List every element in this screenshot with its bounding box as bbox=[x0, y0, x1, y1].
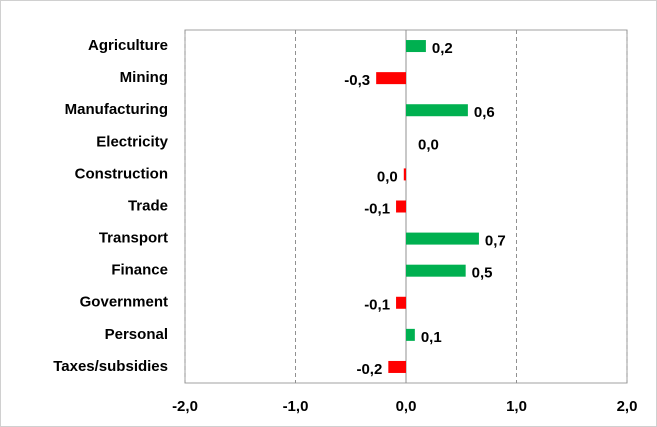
x-tick-label: 1,0 bbox=[506, 398, 527, 415]
x-tick-label: -1,0 bbox=[283, 398, 309, 415]
category-label: Transport bbox=[99, 230, 168, 247]
bar bbox=[406, 328, 415, 341]
value-label: -0,2 bbox=[356, 361, 382, 378]
value-label: -0,1 bbox=[364, 297, 390, 314]
category-label: Agriculture bbox=[88, 37, 168, 54]
value-label: 0,6 bbox=[474, 104, 495, 121]
category-label: Trade bbox=[128, 197, 168, 214]
category-label: Government bbox=[80, 294, 168, 311]
bar bbox=[406, 232, 479, 245]
bar bbox=[403, 168, 406, 181]
category-label: Personal bbox=[105, 326, 168, 343]
value-label: 0,2 bbox=[432, 40, 453, 57]
bar bbox=[396, 296, 406, 309]
value-label: 0,5 bbox=[472, 265, 493, 282]
x-tick-label: 2,0 bbox=[617, 398, 638, 415]
value-label: 0,7 bbox=[485, 233, 506, 250]
value-label: 0,0 bbox=[418, 136, 439, 153]
bar bbox=[388, 360, 406, 373]
x-tick-label: -2,0 bbox=[172, 398, 198, 415]
value-label: -0,1 bbox=[364, 200, 390, 217]
bar bbox=[406, 40, 426, 53]
value-label: -0,3 bbox=[344, 72, 370, 89]
value-label: 0,1 bbox=[421, 329, 442, 346]
category-label: Electricity bbox=[96, 133, 168, 150]
category-label: Mining bbox=[120, 69, 168, 86]
category-label: Taxes/subsidies bbox=[53, 358, 168, 375]
bar bbox=[396, 200, 406, 213]
value-label: 0,0 bbox=[377, 168, 398, 185]
bar bbox=[406, 104, 468, 117]
bar bbox=[406, 264, 466, 277]
category-label: Finance bbox=[111, 262, 168, 279]
bar bbox=[376, 72, 406, 85]
x-tick-label: 0,0 bbox=[396, 398, 417, 415]
category-label: Manufacturing bbox=[65, 101, 168, 118]
category-label: Construction bbox=[75, 165, 168, 182]
